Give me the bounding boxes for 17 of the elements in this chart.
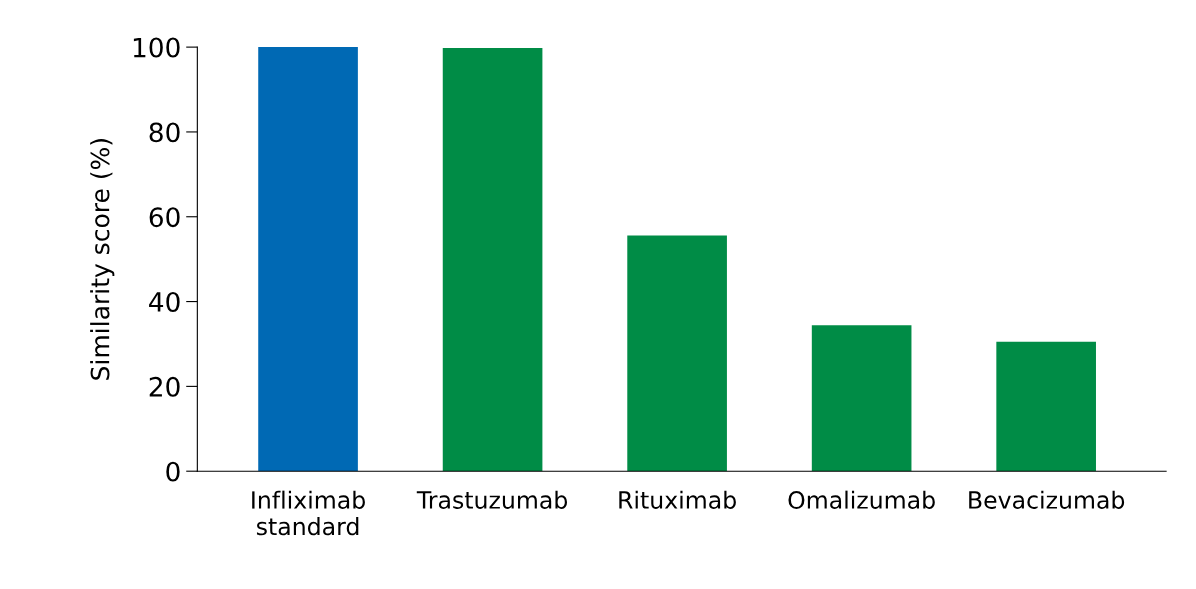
bar [442, 47, 543, 472]
y-tick-label: 100 [133, 37, 180, 58]
y-tick-label: 0 [166, 461, 180, 482]
bar [258, 47, 358, 472]
x-tick-label: Trastuzumab [416, 490, 568, 509]
y-tick-label: 80 [149, 122, 180, 143]
y-axis-title: Similarity score (%) [90, 139, 115, 380]
y-tick-label: 60 [149, 207, 180, 228]
bar [996, 341, 1096, 472]
y-tick-label: 20 [149, 376, 180, 397]
x-tick-label: Omalizumab [788, 490, 935, 509]
y-tick-label: 40 [149, 292, 180, 312]
bar [627, 235, 727, 472]
x-tick-label: Bevacizumab [969, 490, 1125, 509]
x-tick-label: Infliximab standard [252, 490, 365, 536]
x-tick-label: Rituximab [619, 490, 736, 509]
bar [811, 325, 912, 472]
